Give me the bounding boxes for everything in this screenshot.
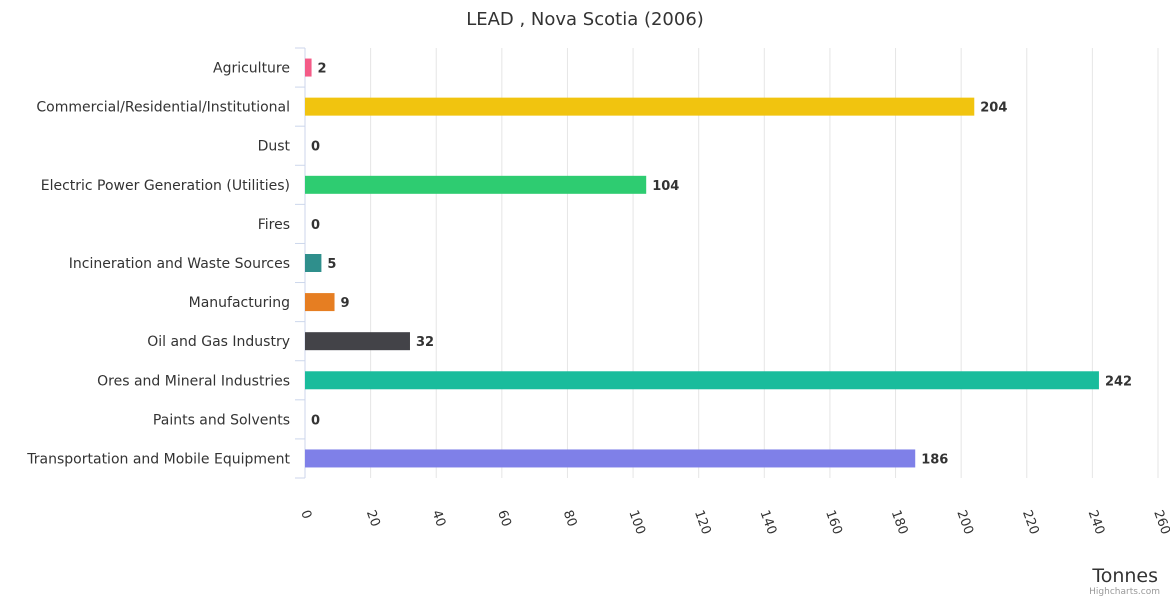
category-label: Electric Power Generation (Utilities) [41,178,290,194]
grid-lines [370,48,1159,478]
category-label: Paints and Solvents [153,412,290,428]
tick-label: 80 [560,508,580,529]
tick-label: 100 [625,508,648,536]
data-label: 2 [318,62,327,77]
category-label: Manufacturing [189,295,290,311]
category-label: Commercial/Residential/Institutional [36,100,290,116]
data-label: 9 [341,296,350,311]
tick-label: 20 [363,508,383,529]
bar[interactable] [305,371,1099,390]
value-axis-title: Tonnes [1091,565,1158,587]
chart-title: LEAD , Nova Scotia (2006) [466,9,704,30]
tick-label: 140 [757,508,780,536]
data-label: 204 [980,101,1007,116]
category-label: Transportation and Mobile Equipment [26,451,290,467]
tick-label: 60 [494,508,514,529]
credits-link[interactable]: Highcharts.com [1089,587,1160,597]
tick-label: 260 [1150,508,1170,536]
category-label: Fires [258,217,290,233]
category-ticks [295,47,305,479]
data-label: 32 [416,335,434,350]
tick-label: 240 [1085,508,1108,536]
category-label: Ores and Mineral Industries [97,373,290,389]
category-label: Dust [258,139,291,155]
bar[interactable] [305,97,975,116]
data-label: 0 [311,218,320,233]
tick-label: 180 [888,508,911,536]
bars [305,58,1099,468]
category-labels: Agriculture Commercial/Residential/Instit… [26,61,290,468]
tick-label: 220 [1019,508,1042,536]
tick-label: 40 [428,508,448,529]
data-labels: 2 204 0 104 0 5 9 32 242 0 186 [311,62,1132,468]
data-label: 0 [311,140,320,155]
data-label: 104 [652,179,679,194]
data-label: 5 [327,257,336,272]
bar[interactable] [305,175,647,194]
bar[interactable] [305,254,322,272]
category-label: Incineration and Waste Sources [69,256,290,272]
data-label: 0 [311,413,320,428]
tick-label: 0 [297,508,314,521]
tick-label: 200 [953,508,976,536]
data-label: 242 [1105,374,1132,389]
bar[interactable] [305,293,335,312]
category-label: Agriculture [213,61,290,77]
data-label: 186 [921,452,948,467]
category-label: Oil and Gas Industry [147,334,290,350]
value-axis-tick-labels: 0 20 40 60 80 100 120 140 160 180 200 220 240 260 [297,508,1170,536]
bar[interactable] [305,58,312,77]
bar[interactable] [305,332,410,351]
bar[interactable] [305,449,916,468]
tick-label: 120 [691,508,714,536]
tick-label: 160 [822,508,845,536]
